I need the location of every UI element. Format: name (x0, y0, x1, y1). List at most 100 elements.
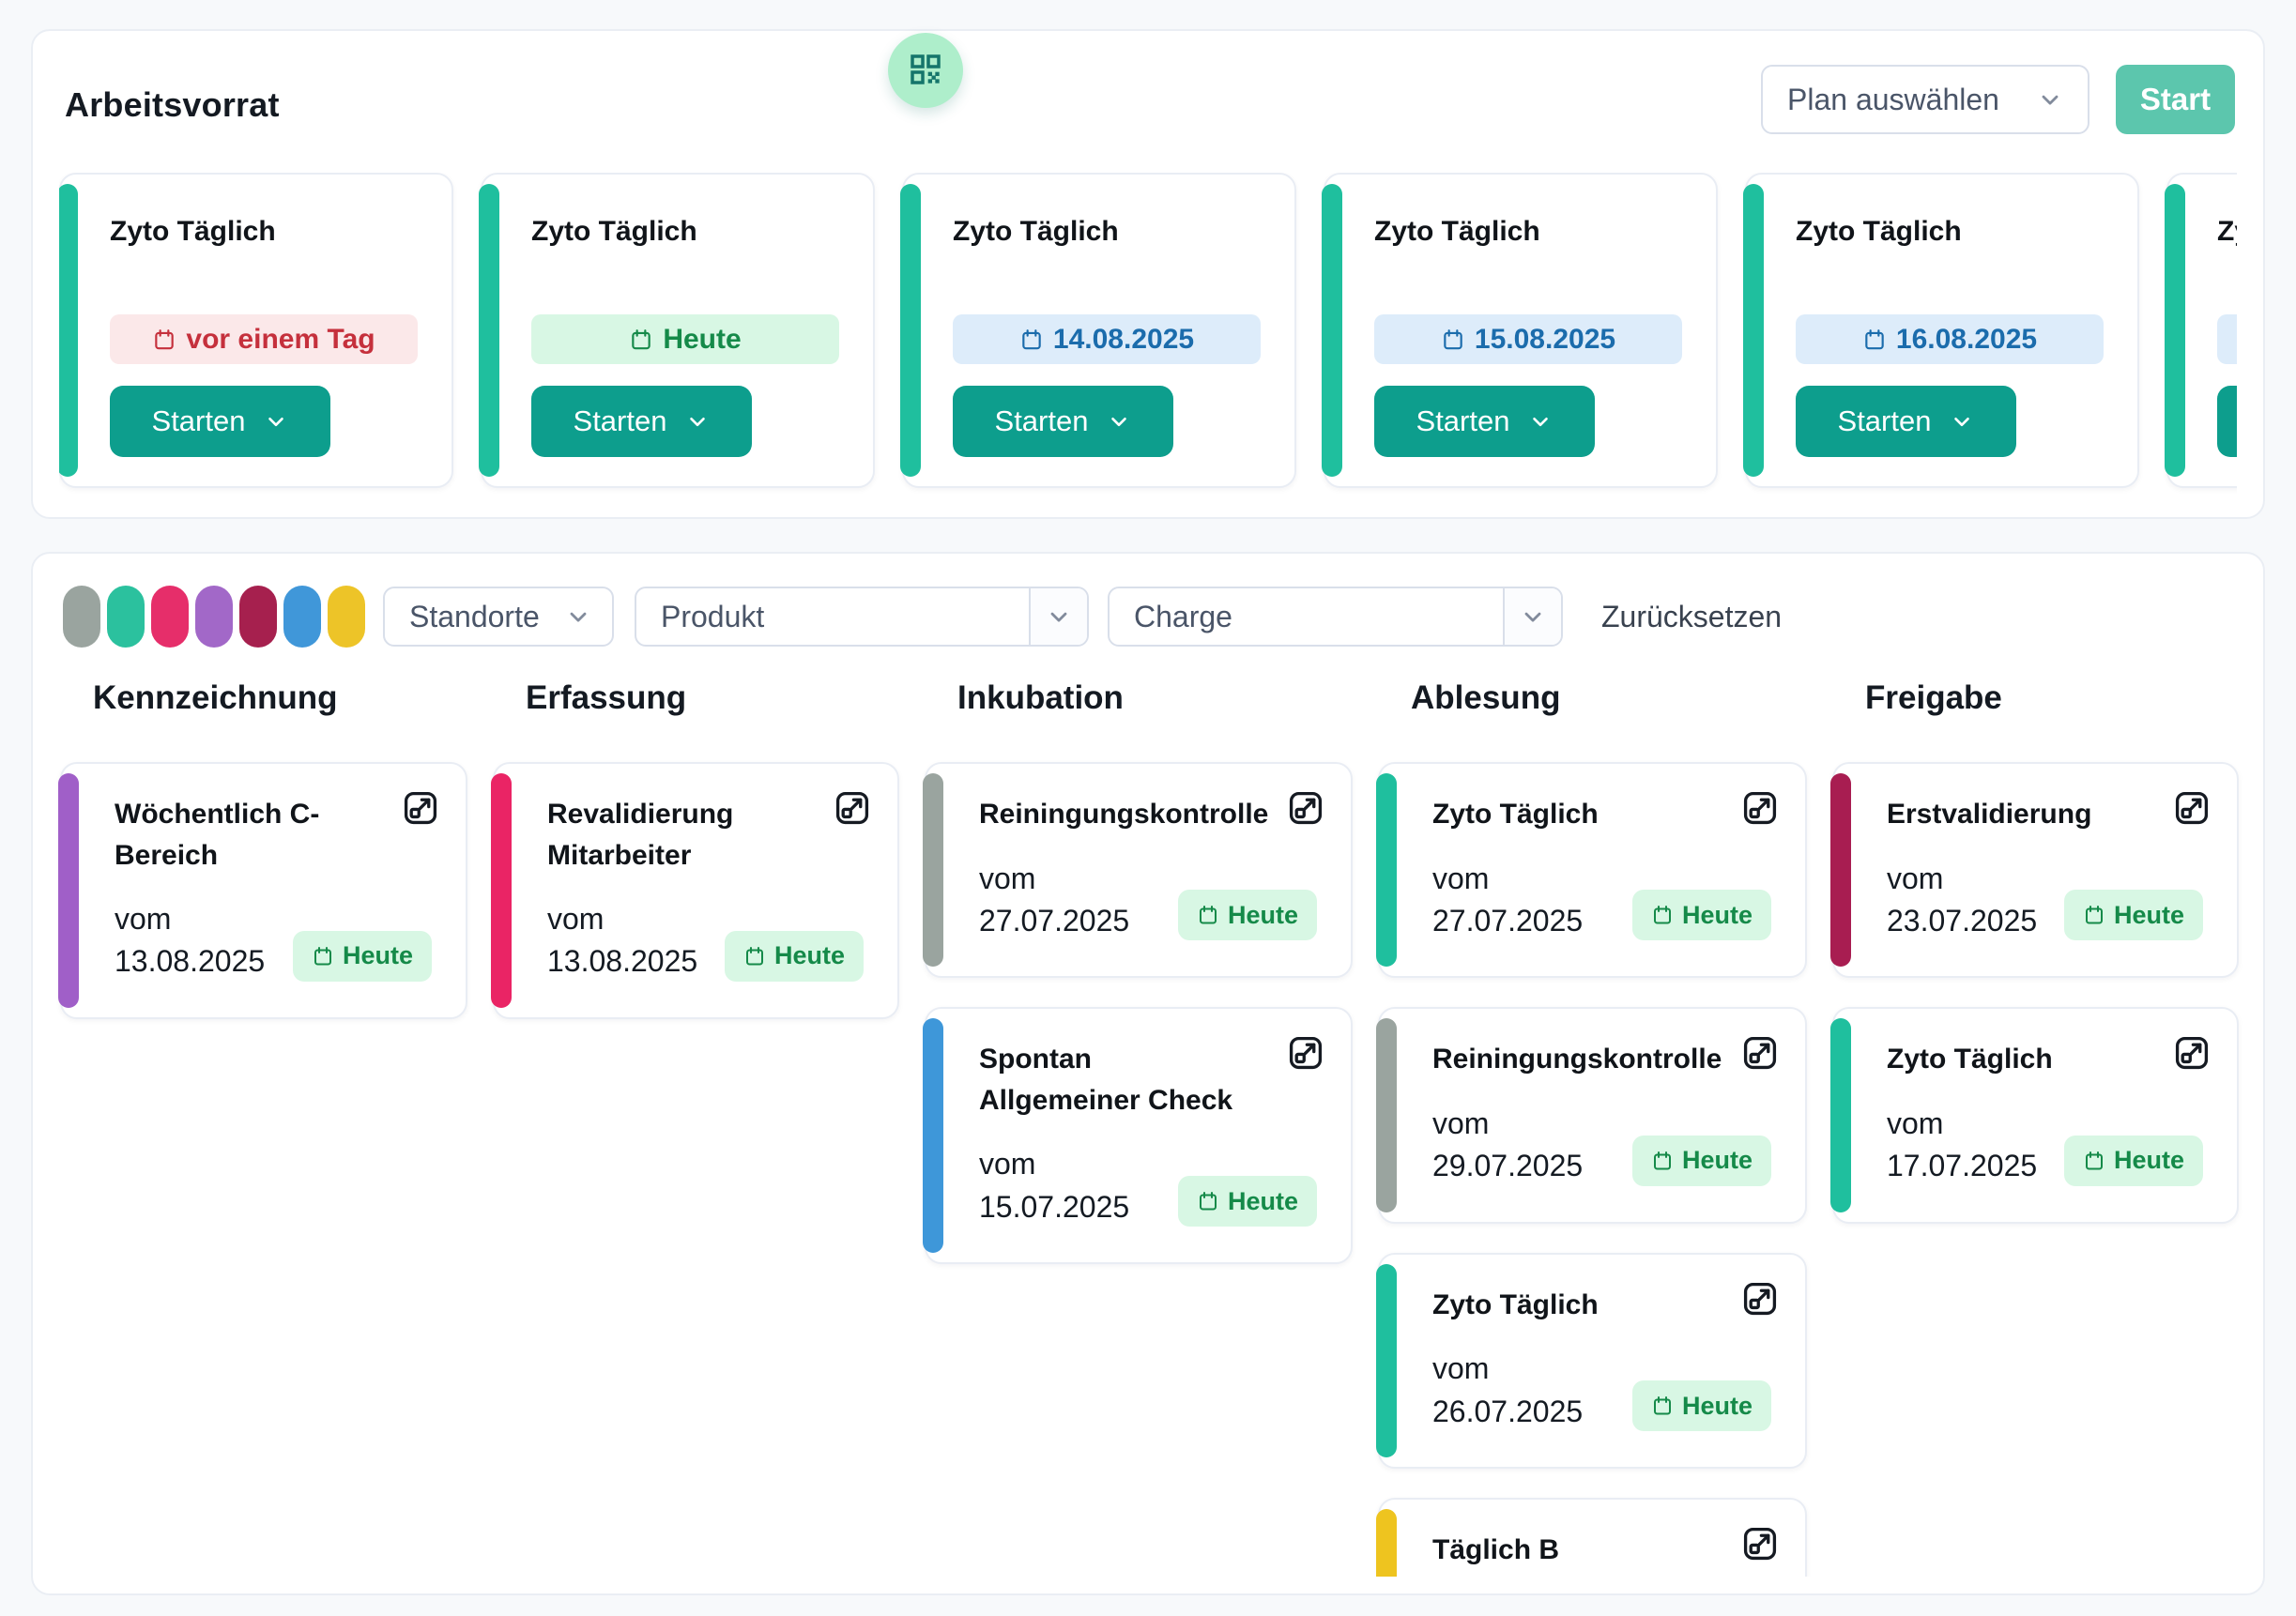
chevron-down-icon (690, 417, 706, 427)
expand-icon[interactable] (400, 788, 441, 830)
due-badge: Heute (531, 314, 839, 364)
kanban-card[interactable]: Zyto Täglich vom 26.07.2025 Heute (1376, 1252, 1807, 1470)
expand-icon[interactable] (1739, 1033, 1781, 1075)
column-erfassung: Revalidierung Mitarbeiter vom 13.08.2025… (491, 762, 899, 1019)
legend-dot-teal (107, 586, 145, 648)
card-date-label: vom (1887, 1105, 1944, 1140)
worklist-card-clipped[interactable]: Zyto Täglich Starten (2165, 173, 2237, 488)
card-meta: vom 13.08.2025 Heute (547, 898, 864, 983)
qr-code-icon (907, 51, 944, 91)
starten-button[interactable]: Starten (953, 386, 1173, 457)
card-accent-bar (923, 773, 943, 968)
due-badge: Heute (1631, 1135, 1771, 1186)
due-badge-label: 14.08.2025 (1052, 323, 1195, 355)
card-accent-bar (58, 773, 79, 1008)
card-meta: vom 23.07.2025 Heute (1887, 858, 2203, 943)
card-accent-bar (59, 184, 78, 477)
card-date: vom 29.07.2025 (1432, 1103, 1583, 1188)
standorte-select[interactable]: Standorte (383, 587, 614, 647)
produkt-select-chevron[interactable] (1029, 588, 1087, 645)
card-title: Zyto Täglich (110, 216, 276, 247)
card-date: vom 27.07.2025 (979, 858, 1129, 943)
due-badge-label: Heute (1227, 1186, 1298, 1215)
kanban-card[interactable]: Zyto Täglich vom 27.07.2025 Heute (1376, 762, 1807, 979)
calendar-icon (1865, 328, 1884, 349)
kanban-card[interactable]: Spontan Allgemeiner Check vom 15.07.2025… (923, 1007, 1353, 1265)
charge-select-chevron[interactable] (1503, 588, 1561, 645)
kanban-card[interactable]: Revalidierung Mitarbeiter vom 13.08.2025… (491, 762, 899, 1019)
worklist-card[interactable]: Zyto Täglich Heute Starten (479, 173, 875, 488)
expand-icon[interactable] (1739, 788, 1781, 830)
due-badge-label: Heute (2113, 900, 2184, 929)
chevron-down-icon (1524, 612, 1541, 622)
page-title: Arbeitsvorrat (65, 85, 280, 124)
expand-icon[interactable] (2171, 1033, 2212, 1075)
due-badge-label: Heute (342, 941, 413, 970)
calendar-icon (1653, 1396, 1671, 1415)
chevron-down-icon (570, 612, 587, 622)
legend-dot-pink (151, 586, 189, 648)
expand-icon[interactable] (1285, 788, 1326, 830)
reset-filters-link[interactable]: Zurücksetzen (1601, 599, 1783, 633)
start-button[interactable]: Start (2116, 65, 2235, 134)
card-date-value: 13.08.2025 (547, 944, 698, 979)
card-date-value: 15.07.2025 (979, 1189, 1130, 1224)
calendar-icon (1022, 328, 1041, 349)
starten-button[interactable]: Starten (110, 386, 330, 457)
card-accent-bar (1743, 184, 1764, 477)
card-title: Zyto Täglich (1432, 799, 1599, 830)
due-badge-label: 15.08.2025 (1474, 323, 1616, 355)
calendar-icon (155, 328, 175, 349)
worklist-actions: Plan auswählen Start (1761, 65, 2235, 134)
charge-select[interactable]: Charge (1108, 587, 1563, 647)
worklist-card[interactable]: Zyto Täglich 15.08.2025 Starten (1322, 173, 1718, 488)
worklist-card[interactable]: Zyto Täglich 14.08.2025 Starten (900, 173, 1296, 488)
due-badge: Heute (1631, 890, 1771, 941)
card-accent-bar (1830, 1018, 1851, 1212)
starten-label: Starten (151, 404, 246, 437)
card-date-label: vom (1432, 861, 1490, 895)
due-badge: 16.08.2025 (1796, 314, 2104, 364)
starten-button[interactable]: Starten (1374, 386, 1595, 457)
card-title: Wöchentlich C-Bereich (115, 799, 320, 871)
kanban-card[interactable]: Zyto Täglich vom 17.07.2025 Heute (1830, 1007, 2239, 1224)
card-meta: vom 17.07.2025 Heute (1887, 1103, 2203, 1188)
standorte-select-value: Standorte (409, 599, 540, 633)
card-meta: vom 13.08.2025 Heute (115, 898, 432, 983)
kanban-card[interactable]: Wöchentlich C-Bereich vom 13.08.2025 Heu… (58, 762, 467, 1019)
card-title: Spontan Allgemeiner Check (979, 1044, 1233, 1116)
kanban-card[interactable]: Reiningungskontrolle vom 27.07.2025 Heut… (923, 762, 1353, 979)
plan-select[interactable]: Plan auswählen (1761, 65, 2089, 134)
card-title: Zyto Täglich (1887, 1044, 2053, 1075)
card-title: Zyto Täglich (953, 216, 1119, 247)
card-title: Erstvalidierung (1887, 799, 2092, 830)
worklist-card[interactable]: Zyto Täglich 16.08.2025 Starten (1743, 173, 2139, 488)
kanban-card[interactable]: Erstvalidierung vom 23.07.2025 Heute (1830, 762, 2239, 979)
card-date: vom 13.08.2025 (115, 898, 265, 983)
produkt-select[interactable]: Produkt (635, 587, 1089, 647)
expand-icon[interactable] (832, 788, 873, 830)
card-title: Reiningungskontrolle (1432, 1044, 1722, 1075)
kanban-card-clipped[interactable]: Täglich B (1376, 1498, 1807, 1577)
card-title: Zyto Täglich (531, 216, 697, 247)
due-badge-label: Heute (1681, 1146, 1753, 1175)
column-freigabe: Erstvalidierung vom 23.07.2025 Heute (1830, 762, 2239, 1224)
kanban-card[interactable]: Reiningungskontrolle vom 29.07.2025 Heut… (1376, 1007, 1807, 1224)
worklist-card[interactable]: Zyto Täglich vor einem Tag Starten (59, 173, 453, 488)
starten-button[interactable]: Starten (1796, 386, 2016, 457)
starten-button[interactable]: Starten (2217, 386, 2237, 457)
card-date-value: 27.07.2025 (979, 903, 1130, 938)
legend-dot-blue (283, 586, 321, 648)
due-badge: vor einem Tag (110, 314, 418, 364)
expand-icon[interactable] (1739, 1279, 1781, 1320)
card-accent-bar (1830, 773, 1851, 968)
plan-select-value: Plan auswählen (1787, 82, 1999, 116)
expand-icon[interactable] (2171, 788, 2212, 830)
card-meta: vom 26.07.2025 Heute (1432, 1348, 1771, 1433)
expand-icon[interactable] (1285, 1033, 1326, 1075)
expand-icon[interactable] (1739, 1524, 1781, 1565)
qr-scan-button[interactable] (888, 33, 963, 108)
due-badge-label: Heute (773, 941, 845, 970)
due-badge-label: Heute (1227, 900, 1298, 929)
starten-button[interactable]: Starten (531, 386, 752, 457)
